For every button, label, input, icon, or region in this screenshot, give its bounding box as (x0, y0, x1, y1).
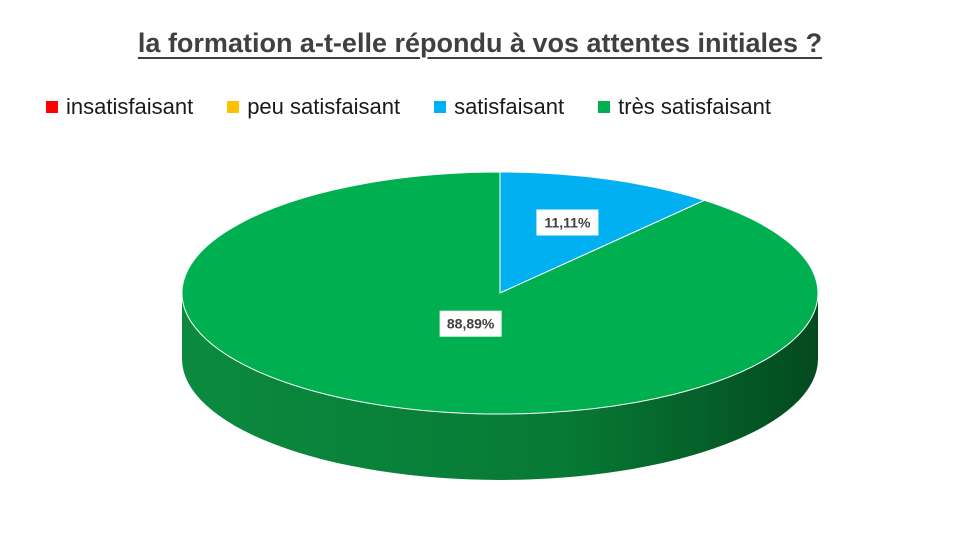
data-label-box-tres-satisfaisant (439, 310, 502, 337)
legend-label-satisfaisant: satisfaisant (454, 94, 565, 119)
chart-title: la formation a-t-elle répondu à vos atte… (137, 28, 823, 58)
legend-item-insatisfaisant: insatisfaisant (46, 94, 193, 120)
legend-item-satisfaisant: satisfaisant (434, 94, 564, 120)
pie-slices (181, 171, 819, 415)
pie-side (182, 293, 818, 480)
legend-swatch-satisfaisant (434, 101, 447, 113)
legend-swatch-tres-satisfaisant (598, 101, 611, 113)
legend-label-peu-satisfaisant: peu satisfaisant (247, 94, 401, 119)
data-label-satisfaisant: 11,11% (544, 215, 590, 231)
data-label-tres-satisfaisant: 88,89% (447, 316, 495, 332)
legend-item-tres-satisfaisant: très satisfaisant (598, 94, 771, 120)
pie-slice-tres-satisfaisant (181, 171, 819, 415)
legend: insatisfaisant peu satisfaisant satisfai… (46, 94, 805, 120)
legend-item-peu-satisfaisant: peu satisfaisant (227, 94, 400, 120)
legend-swatch-peu-satisfaisant (227, 101, 240, 113)
legend-swatch-insatisfaisant (46, 101, 58, 113)
legend-label-tres-satisfaisant: très satisfaisant (618, 94, 771, 119)
data-label-box-satisfaisant (536, 209, 599, 236)
legend-label-insatisfaisant: insatisfaisant (66, 94, 194, 119)
pie-slice-satisfaisant (499, 171, 706, 294)
pie-side-wall (182, 293, 818, 480)
pie-labels: 11,11% 88,89% (439, 209, 599, 337)
